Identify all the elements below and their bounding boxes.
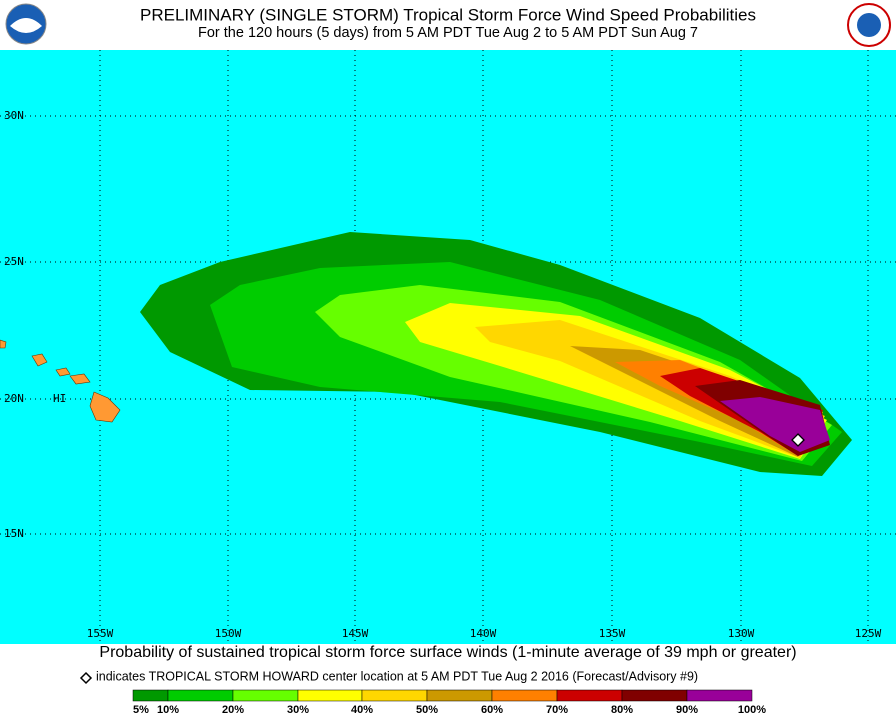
lat-label: 25N (4, 255, 24, 268)
legend-label: 60% (481, 704, 503, 716)
legend-swatch (491, 689, 558, 702)
legend-swatch (556, 689, 623, 702)
logo-mark (10, 18, 42, 33)
lon-label: 155W (87, 627, 114, 640)
legend-diamond (79, 671, 93, 685)
lon-label: 130W (728, 627, 755, 640)
island (0, 339, 7, 349)
island (89, 391, 121, 423)
legend-swatch (621, 689, 688, 702)
noaa-logo (5, 3, 47, 45)
legend-swatch (167, 689, 234, 702)
logo-mark (857, 13, 881, 37)
island (31, 353, 48, 367)
legend-label: 20% (222, 704, 244, 716)
legend-label: 10% (157, 704, 179, 716)
legend-swatch (686, 689, 753, 702)
legend-swatch (232, 689, 299, 702)
note: indicates TROPICAL STORM HOWARD center l… (96, 669, 698, 683)
legend-swatch (297, 689, 363, 702)
lon-label: 140W (470, 627, 497, 640)
legend-label: 80% (611, 704, 633, 716)
title: PRELIMINARY (SINGLE STORM) Tropical Stor… (140, 5, 756, 24)
caption: Probability of sustained tropical storm … (99, 644, 796, 661)
islands (0, 339, 121, 423)
island (55, 367, 71, 377)
legend-label: 5% (133, 704, 149, 716)
storm-center (791, 433, 805, 447)
lon-label: 135W (599, 627, 626, 640)
lat-label: 30N (4, 109, 24, 122)
grid (0, 50, 896, 644)
probability-contours (140, 232, 852, 476)
legend-label: 70% (546, 704, 568, 716)
legend-swatch (132, 689, 169, 702)
lon-label: 145W (342, 627, 369, 640)
subtitle: For the 120 hours (5 days) from 5 AM PDT… (198, 25, 698, 41)
legend-swatch (361, 689, 428, 702)
island (69, 373, 91, 385)
legend: 5% 10% 20% 30% 40% 50% 60% 70% 80% 90% 100% (132, 689, 766, 716)
lat-label: 20N (4, 392, 24, 405)
nws-logo (847, 3, 891, 47)
legend-label: 40% (351, 704, 373, 716)
legend-label: 90% (676, 704, 698, 716)
legend-label: 30% (287, 704, 309, 716)
legend-label: 100% (738, 704, 766, 716)
lat-label: 15N (4, 527, 24, 540)
lon-label: 125W (855, 627, 882, 640)
lon-label: 150W (215, 627, 242, 640)
place-label: HI (53, 392, 66, 405)
legend-swatch (426, 689, 493, 702)
legend-label: 50% (416, 704, 438, 716)
